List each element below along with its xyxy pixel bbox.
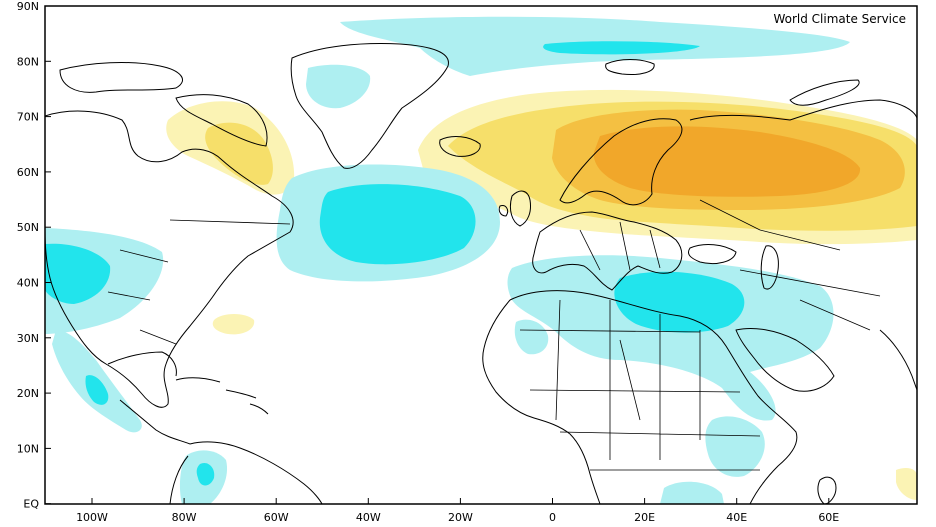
greenland-coast [290, 43, 449, 169]
lon-label: 60E [818, 511, 839, 524]
cold-anomaly-southafrica [660, 481, 724, 504]
india-coast [879, 329, 917, 391]
country-borders [107, 199, 881, 471]
central-america-coast [119, 399, 191, 445]
arabia-coast [735, 327, 835, 392]
africa-coast [482, 290, 798, 504]
cold-anomaly-med-pale [507, 255, 834, 421]
lon-label: 60W [264, 511, 289, 524]
gulf-coast [107, 351, 177, 377]
credit-label: World Climate Service [773, 12, 906, 26]
cyan-anomaly-arctic-core [543, 41, 700, 55]
lat-label: 40N [17, 277, 39, 290]
lat-label: 30N [17, 332, 39, 345]
lat-label: 90N [17, 0, 39, 13]
warm-anomaly-indian [896, 468, 917, 500]
cold-anomaly-west-core [45, 243, 111, 304]
lat-label: 80N [17, 55, 39, 68]
svalbard-coast [605, 59, 655, 75]
caspian-coast [760, 245, 779, 290]
cold-anomaly-westafrica [514, 319, 549, 355]
warm-anomaly-canada-yellow [205, 122, 273, 185]
warm-anomaly-orange [593, 126, 861, 197]
lat-label: 70N [17, 111, 39, 124]
lat-label: EQ [23, 498, 39, 511]
anomaly-shading [45, 16, 917, 504]
lon-label: 40W [356, 511, 381, 524]
warm-anomaly-atlantic [212, 314, 255, 335]
cold-anomaly-mexico-core [85, 375, 109, 405]
lon-axis: 100W 80W 60W 40W 20W 0 20E 40E 60E [76, 498, 839, 524]
north-america-coast [45, 110, 294, 408]
lat-axis: 90N 80N 70N 60N 50N 40N 30N 20N 10N EQ [17, 0, 51, 511]
lat-label: 60N [17, 166, 39, 179]
plot-frame [44, 5, 918, 505]
arctic-islands-coast [59, 62, 183, 93]
lon-label: 20W [448, 511, 473, 524]
novaya-zemlya-coast [789, 79, 860, 106]
europe-coast [532, 211, 683, 291]
scandinavia-coast [559, 118, 683, 206]
lat-label: 50N [17, 221, 39, 234]
cyan-anomaly-baffin [306, 64, 371, 109]
cold-anomaly-atlantic-core [319, 184, 476, 265]
british-isles-coast [498, 190, 531, 227]
cold-anomaly-sa-core [196, 462, 215, 486]
lat-label: 20N [17, 387, 39, 400]
iceland-coast [439, 136, 481, 157]
lat-label: 10N [17, 442, 39, 455]
russia-coast [689, 99, 917, 121]
lon-label: 100W [76, 511, 108, 524]
caribbean-coast [175, 377, 269, 415]
black-sea-coast [687, 244, 737, 265]
cold-anomaly-eastafrica [705, 416, 765, 477]
lon-label: 80W [172, 511, 197, 524]
lon-label: 0 [549, 511, 556, 524]
cold-anomaly-med-core [614, 271, 745, 333]
south-america-coast [169, 441, 323, 504]
madagascar-coast [817, 476, 837, 504]
border-lines-americas [107, 219, 291, 345]
baffin-coast [175, 94, 268, 147]
border-lines-europe [579, 199, 881, 331]
coastline-outline [45, 43, 917, 504]
lon-label: 40E [726, 511, 747, 524]
lon-label: 20E [634, 511, 655, 524]
border-lines-africa [519, 299, 761, 471]
